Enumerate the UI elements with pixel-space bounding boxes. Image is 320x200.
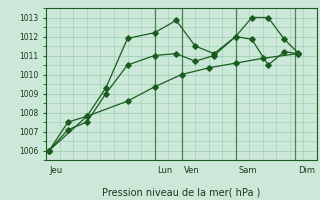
Text: Pression niveau de la mer( hPa ): Pression niveau de la mer( hPa ) xyxy=(102,187,261,197)
Text: Sam: Sam xyxy=(238,166,257,175)
Text: Lun: Lun xyxy=(157,166,172,175)
Text: Ven: Ven xyxy=(184,166,200,175)
Text: Jeu: Jeu xyxy=(49,166,62,175)
Text: Dim: Dim xyxy=(298,166,315,175)
